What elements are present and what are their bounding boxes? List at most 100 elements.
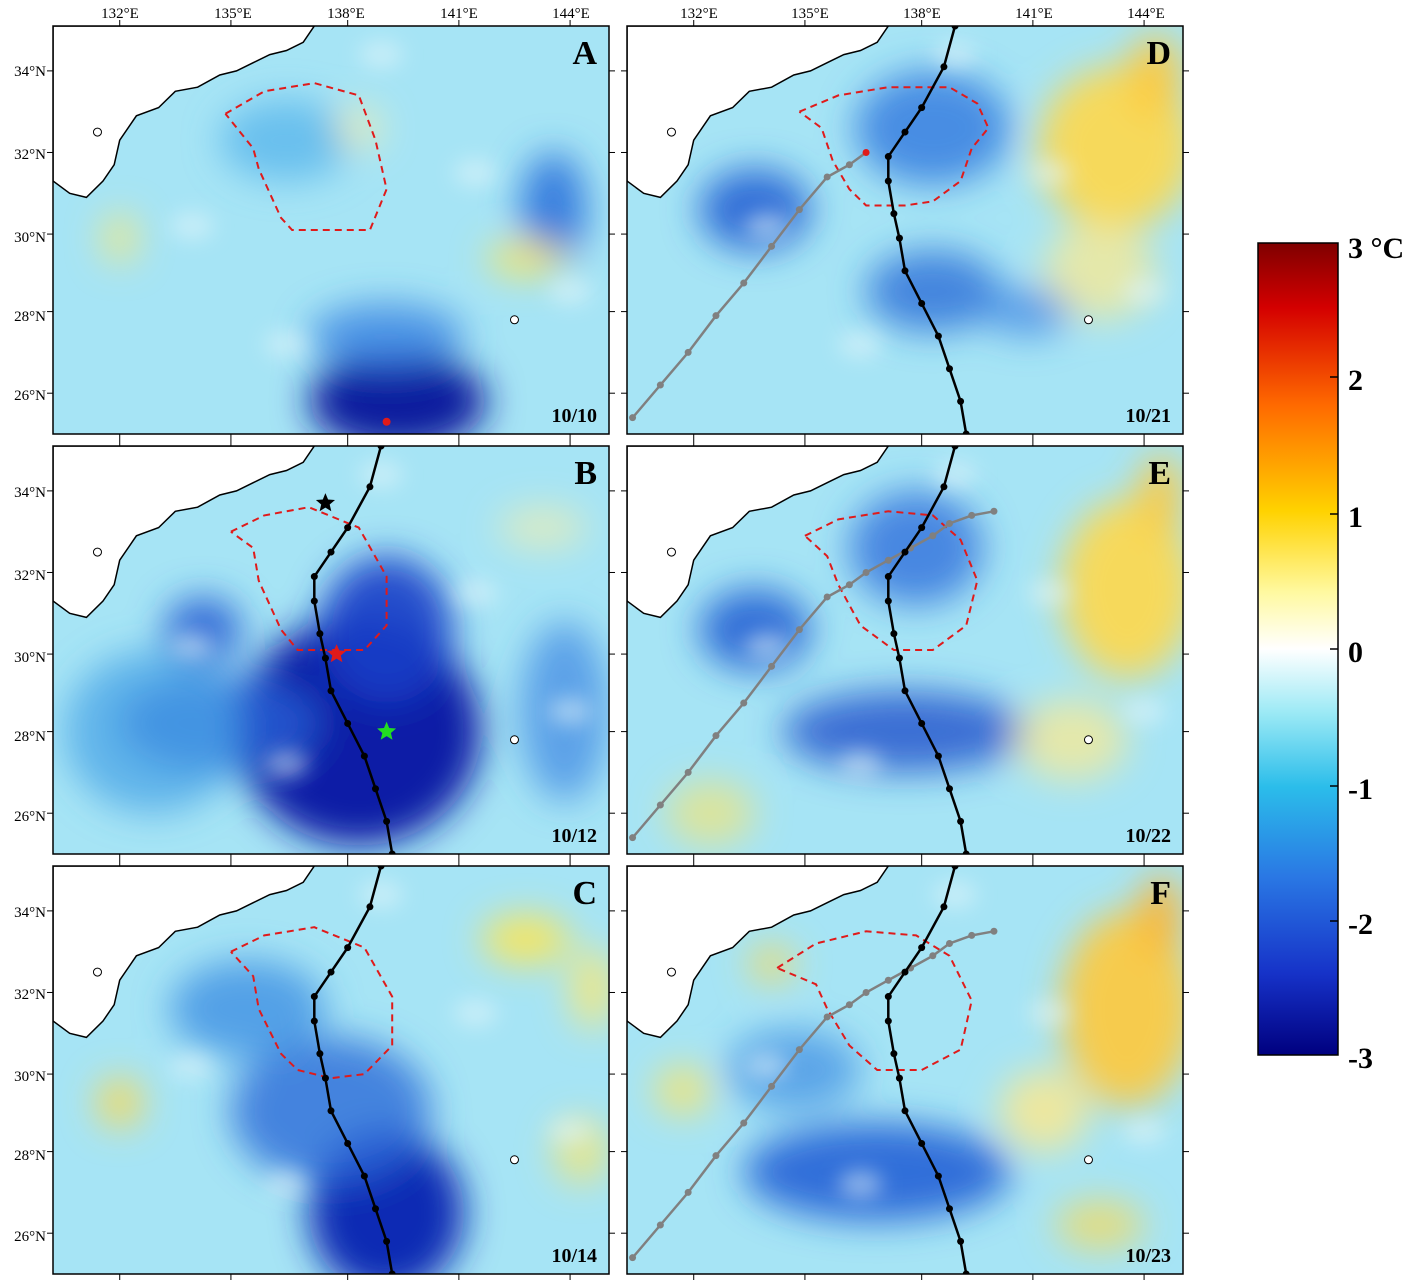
island-marker: [92, 547, 102, 557]
panel-date: 10/10: [551, 405, 597, 427]
colorbar-label: -3: [1348, 1042, 1373, 1075]
panel-map: [53, 446, 609, 854]
sst-anomaly-patch: [849, 490, 983, 606]
track-point: [845, 161, 853, 169]
lon-tick-label: 144°E: [1127, 6, 1165, 22]
track-point: [310, 597, 318, 605]
track-point: [768, 1082, 776, 1090]
track-point: [957, 817, 965, 825]
panel-date: 10/14: [551, 1245, 597, 1267]
typhoon-position: [382, 417, 391, 426]
sst-light-patch: [744, 631, 788, 660]
track-point: [890, 210, 898, 218]
sst-anomaly-patch: [308, 352, 487, 434]
green-star-marker: [377, 721, 397, 740]
lat-tick-label: 26°N: [14, 388, 46, 404]
sst-anomaly-patch: [1060, 499, 1183, 679]
sst-light-patch: [1122, 277, 1167, 306]
island-marker: [666, 967, 676, 977]
track-point: [945, 365, 953, 373]
sst-anomaly-field: [654, 874, 1183, 1250]
sst-light-patch: [453, 578, 498, 607]
panel-map: [627, 446, 1183, 854]
typhoon-track: [313, 446, 394, 854]
track-point: [366, 483, 374, 491]
sst-anomaly-patch: [336, 107, 382, 149]
sst-anomaly-patch: [982, 287, 1072, 337]
panel-date: 10/12: [551, 825, 597, 847]
track-point: [895, 1074, 903, 1082]
track-point: [845, 581, 853, 589]
track-point: [795, 626, 803, 634]
sst-light-patch: [359, 880, 404, 909]
lat-tick-label: 28°N: [14, 1148, 46, 1164]
sst-anomaly-patch: [782, 690, 1028, 773]
track-point: [901, 1107, 909, 1115]
lon-tick-label: 141°E: [440, 6, 478, 22]
sst-anomaly-patch: [64, 650, 243, 814]
island-marker: [92, 127, 102, 137]
previous-typhoon-track: [631, 151, 867, 419]
sst-anomaly-patch: [1060, 910, 1183, 1107]
typhoon-track: [887, 26, 968, 434]
lat-tick-label: 26°N: [14, 1229, 46, 1245]
sst-light-patch: [1122, 697, 1167, 726]
track-point: [366, 903, 374, 911]
track-point: [895, 654, 903, 662]
panel-letter: C: [572, 875, 597, 912]
panel-map: [53, 866, 609, 1274]
sst-anomaly-patch: [486, 242, 565, 275]
track-point: [901, 128, 909, 136]
track-point: [884, 573, 892, 581]
sst-light-patch: [359, 460, 404, 489]
track-point: [684, 348, 692, 356]
sst-anomaly-patch: [866, 250, 1000, 332]
typhoon-track: [887, 866, 968, 1274]
sst-light-patch: [453, 158, 498, 187]
panel-date: 10/23: [1125, 1245, 1171, 1267]
panel-b: B 10/12: [47, 440, 615, 860]
panel-date: 10/21: [1125, 405, 1171, 427]
typhoon-track: [887, 446, 968, 854]
sst-light-patch: [453, 998, 498, 1027]
track-point: [929, 952, 937, 960]
panel-letter: E: [1148, 455, 1171, 492]
track-point: [862, 988, 870, 996]
track-point: [934, 332, 942, 340]
track-point: [740, 279, 748, 287]
panel-map: [627, 26, 1183, 434]
island-marker: [1083, 1155, 1093, 1165]
track-point: [344, 1139, 352, 1147]
sst-anomaly-patch: [570, 947, 609, 1030]
sst-light-patch: [838, 1170, 883, 1199]
panel-letter: A: [572, 35, 597, 72]
track-point: [360, 752, 368, 760]
panel-frame: [626, 865, 1184, 1275]
red-star-marker: [327, 644, 347, 663]
track-point: [918, 719, 926, 727]
sst-anomaly-patch: [727, 1029, 861, 1111]
track-point: [377, 866, 385, 870]
track-point: [962, 850, 970, 854]
track-point: [629, 414, 637, 422]
track-point: [327, 548, 335, 556]
track-point: [823, 1013, 831, 1021]
lon-tick-label: 138°E: [903, 6, 941, 22]
track-point: [945, 940, 953, 948]
sst-anomaly-field: [699, 34, 1183, 337]
track-point: [895, 234, 903, 242]
lat-tick-label: 32°N: [14, 568, 46, 584]
island-marker: [92, 967, 102, 977]
latitude-labels-row-3: 34°N 32°N 30°N 28°N 26°N: [14, 905, 46, 1245]
sst-anomaly-patch: [854, 70, 1011, 186]
sst-light-patch: [838, 330, 883, 359]
track-point: [310, 573, 318, 581]
track-point: [990, 507, 998, 515]
track-point: [945, 520, 953, 528]
sst-anomaly-patch: [654, 1065, 711, 1115]
track-point: [901, 267, 909, 275]
sst-light-patch: [933, 880, 978, 909]
sst-anomaly-patch: [103, 213, 137, 263]
track-point: [945, 1205, 953, 1213]
track-point: [344, 719, 352, 727]
